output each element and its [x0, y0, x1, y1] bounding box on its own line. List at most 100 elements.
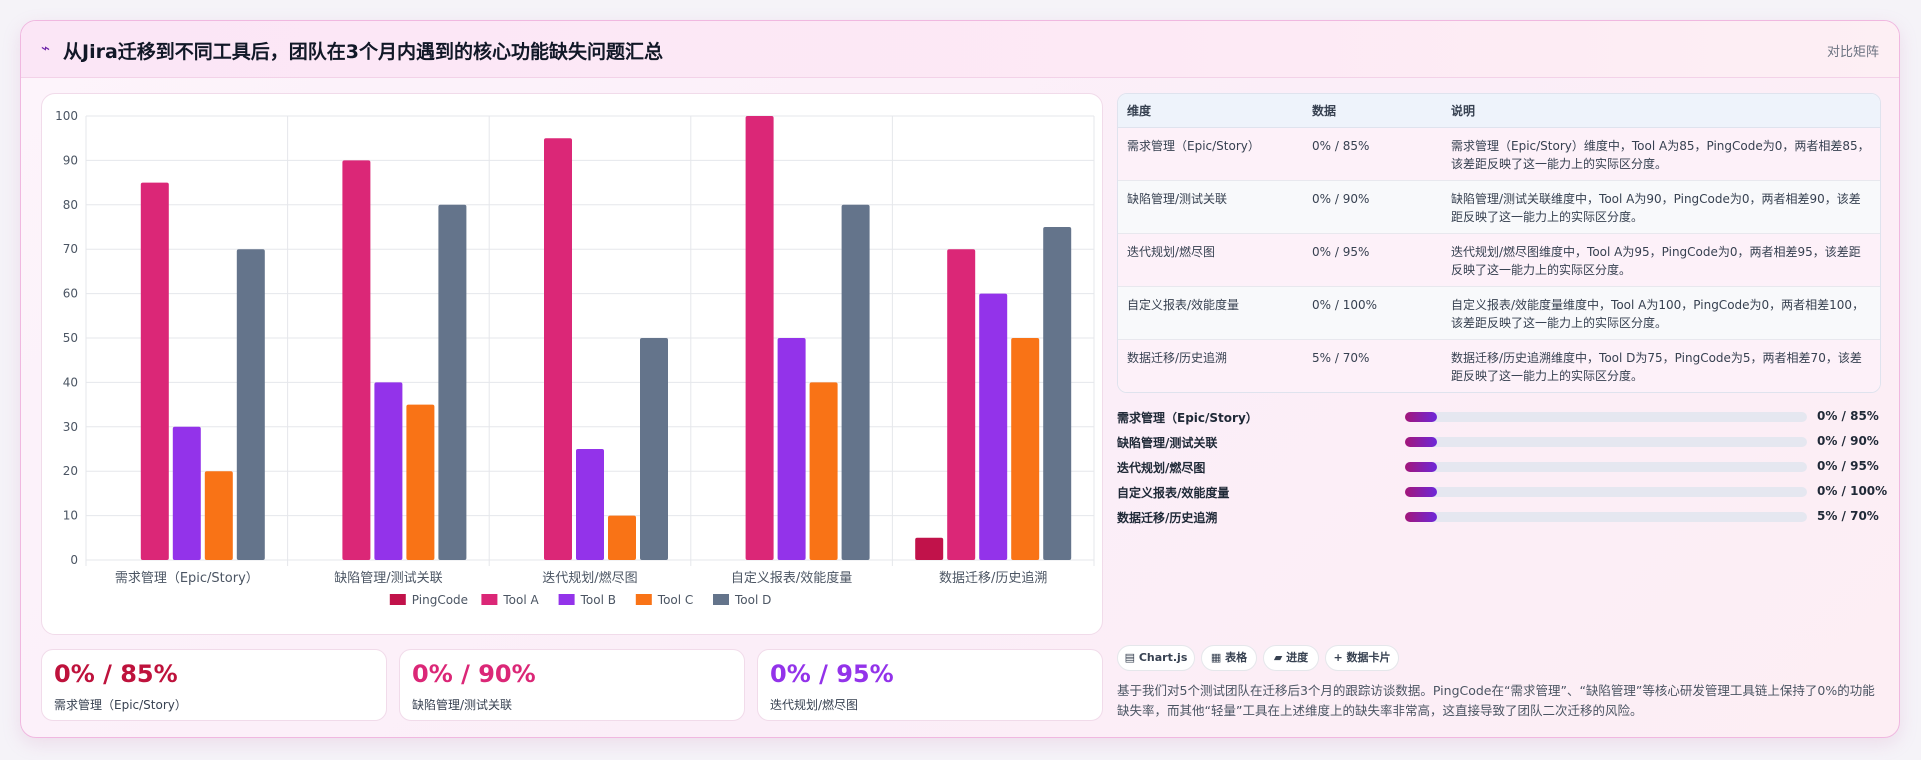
progress-track	[1405, 462, 1807, 472]
header-data: 数据	[1303, 94, 1442, 128]
bar	[1043, 227, 1072, 560]
header-dimension: 维度	[1118, 94, 1303, 128]
y-tick-label: 0	[70, 553, 78, 567]
progress-label: 自定义报表/效能度量	[1117, 486, 1230, 500]
bar	[979, 293, 1008, 560]
view-tag[interactable]: 对比矩阵	[1826, 45, 1879, 60]
bar	[809, 382, 838, 560]
progress-row: 自定义报表/效能度量 0% / 100%	[1117, 482, 1887, 507]
y-tick-label: 80	[63, 198, 78, 212]
header-bar: ⌁ 从Jira迁移到不同工具后，团队在3个月内遇到的核心功能缺失问题汇总 对比矩…	[21, 21, 1899, 78]
comparison-table: 维度 数据 说明 需求管理（Epic/Story） 0% / 85% 需求管理（…	[1118, 94, 1880, 392]
progress-icon: ▰	[1273, 651, 1283, 664]
chip-table[interactable]: ▦ 表格	[1201, 645, 1257, 671]
cell-data: 5% / 70%	[1312, 350, 1370, 365]
kpi-value: 0% / 95%	[770, 660, 894, 688]
progress-fill	[1405, 512, 1438, 522]
bar	[406, 404, 435, 560]
y-tick-label: 30	[63, 420, 78, 434]
legend-label: Tool A	[502, 593, 539, 607]
bar	[947, 249, 976, 560]
bar	[841, 204, 870, 561]
progress-fill	[1405, 437, 1438, 447]
table-row: 需求管理（Epic/Story） 0% / 85% 需求管理（Epic/Stor…	[1118, 127, 1880, 180]
y-tick-label: 10	[63, 509, 78, 523]
table-row: 数据迁移/历史追溯 5% / 70% 数据迁移/历史追溯维度中，Tool D为7…	[1118, 339, 1880, 392]
x-tick-label: 数据迁移/历史追溯	[939, 570, 1047, 586]
bar	[576, 449, 604, 560]
comparison-table-panel: 维度 数据 说明 需求管理（Epic/Story） 0% / 85% 需求管理（…	[1117, 93, 1881, 393]
legend-label: Tool D	[734, 593, 771, 607]
legend-label: Tool C	[657, 593, 694, 607]
x-tick-label: 迭代规划/燃尽图	[542, 570, 637, 586]
y-tick-label: 70	[63, 242, 78, 256]
table-row: 缺陷管理/测试关联 0% / 90% 缺陷管理/测试关联维度中，Tool A为9…	[1118, 180, 1880, 233]
kpi-label: 需求管理（Epic/Story）	[54, 698, 187, 712]
progress-row: 迭代规划/燃尽图 0% / 95%	[1117, 457, 1881, 482]
cell-description: 数据迁移/历史追溯维度中，Tool D为75，PingCode为5，两者相差70…	[1451, 350, 1862, 383]
cell-dimension: 需求管理（Epic/Story）	[1127, 138, 1260, 153]
kpi-card: 0% / 90% 缺陷管理/测试关联	[399, 649, 745, 721]
legend-swatch	[635, 594, 652, 605]
cell-data: 0% / 95%	[1312, 244, 1370, 259]
progress-label: 迭代规划/燃尽图	[1117, 461, 1206, 475]
progress-value: 0% / 85%	[1817, 409, 1879, 423]
x-tick-label: 自定义报表/效能度量	[731, 570, 852, 586]
progress-track	[1405, 487, 1807, 497]
cell-data: 0% / 85%	[1312, 138, 1370, 153]
bar	[1011, 338, 1040, 560]
bar	[236, 249, 265, 560]
bar	[342, 160, 371, 560]
y-tick-label: 40	[63, 375, 78, 389]
cell-data: 0% / 100%	[1312, 297, 1378, 312]
plus-icon: +	[1333, 651, 1343, 664]
table-icon: ▦	[1210, 651, 1222, 664]
progress-value: 0% / 95%	[1817, 459, 1879, 473]
bar	[374, 382, 403, 560]
cell-dimension: 数据迁移/历史追溯	[1127, 350, 1228, 365]
bar	[777, 338, 806, 560]
table-row: 迭代规划/燃尽图 0% / 95% 迭代规划/燃尽图维度中，Tool A为95，…	[1118, 233, 1880, 286]
progress-fill	[1405, 462, 1438, 472]
cell-description: 缺陷管理/测试关联维度中，Tool A为90，PingCode为0，两者相差90…	[1451, 191, 1861, 224]
bar	[544, 138, 572, 560]
kpi-value: 0% / 90%	[412, 660, 536, 688]
chip-chartjs[interactable]: ▤ Chart.js	[1117, 645, 1195, 671]
bar	[140, 182, 169, 560]
bar	[640, 338, 668, 560]
table-header-row: 维度 数据 说明	[1118, 94, 1880, 128]
cell-dimension: 迭代规划/燃尽图	[1127, 244, 1216, 259]
progress-label: 需求管理（Epic/Story）	[1117, 411, 1258, 425]
y-tick-label: 50	[63, 331, 78, 345]
cell-dimension: 自定义报表/效能度量	[1127, 297, 1240, 312]
bar-chart: 0 10 20 30 40 50 60 70 80 90 100 需求管理（Epic/Story） 缺陷…	[55, 109, 1095, 607]
cell-description: 需求管理（Epic/Story）维度中，Tool A为85，PingCode为0…	[1451, 138, 1870, 171]
kpi-label: 缺陷管理/测试关联	[412, 698, 513, 712]
legend-swatch	[558, 594, 575, 605]
legend-swatch	[713, 594, 729, 605]
y-tick-label: 90	[63, 153, 78, 167]
legend-label: Tool B	[580, 593, 616, 607]
progress-value: 0% / 100%	[1817, 484, 1888, 498]
bar	[608, 515, 636, 560]
progress-fill	[1405, 487, 1438, 497]
table-row: 自定义报表/效能度量 0% / 100% 自定义报表/效能度量维度中，Tool …	[1118, 286, 1880, 339]
progress-fill	[1405, 412, 1438, 422]
bar	[915, 537, 944, 560]
cell-dimension: 缺陷管理/测试关联	[1127, 191, 1228, 206]
chart-icon: ⌁	[41, 39, 51, 57]
bar	[438, 204, 467, 561]
progress-row: 需求管理（Epic/Story） 0% / 85%	[1117, 407, 1881, 432]
progress-row: 缺陷管理/测试关联 0% / 90%	[1117, 432, 1881, 457]
legend-swatch	[481, 594, 498, 605]
chip-data-card[interactable]: + 数据卡片	[1325, 645, 1399, 671]
bar	[745, 116, 774, 560]
progress-value: 0% / 90%	[1817, 434, 1879, 448]
chip-progress[interactable]: ▰ 进度	[1263, 645, 1319, 671]
progress-track	[1405, 412, 1807, 422]
kpi-card: 0% / 95% 迭代规划/燃尽图	[757, 649, 1103, 721]
progress-label: 缺陷管理/测试关联	[1117, 436, 1218, 450]
progress-row: 数据迁移/历史追溯 5% / 70%	[1117, 507, 1881, 532]
bar	[172, 426, 201, 560]
x-tick-label: 需求管理（Epic/Story）	[115, 571, 259, 586]
